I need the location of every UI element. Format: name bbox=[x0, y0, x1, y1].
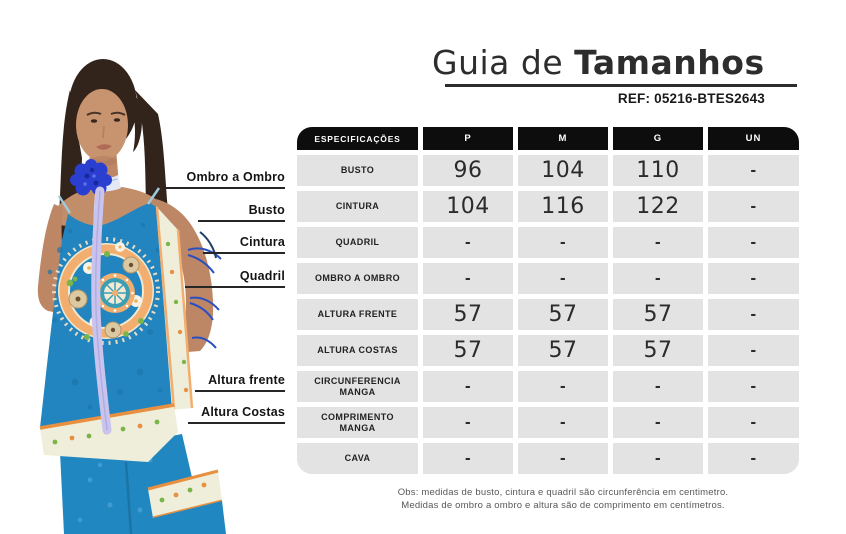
column-header-un: UN bbox=[708, 127, 799, 150]
ref-code: 05216-BTES2643 bbox=[654, 91, 765, 106]
ref-line: REF: 05216-BTES2643 bbox=[445, 91, 765, 106]
value-cell-m: - bbox=[518, 263, 608, 294]
value-cell-g: 57 bbox=[613, 335, 703, 366]
note-line-2: Medidas de ombro a ombro e altura são de… bbox=[401, 499, 725, 511]
value-cell-g: 57 bbox=[613, 299, 703, 330]
notes: Obs: medidas de busto, cintura e quadril… bbox=[320, 487, 806, 512]
value-cell-g: - bbox=[613, 263, 703, 294]
value-cell-m: 57 bbox=[518, 335, 608, 366]
spec-cell: ALTURA FRENTE bbox=[297, 299, 418, 330]
size-table-row: COMPRIMENTO MANGA - - - - bbox=[297, 407, 799, 438]
callout-busto: Busto bbox=[198, 203, 285, 222]
callout-quadril: Quadril bbox=[185, 269, 285, 288]
size-table-row: CIRCUNFERENCIA MANGA - - - - bbox=[297, 371, 799, 402]
value-cell-p: 96 bbox=[423, 155, 513, 186]
value-cell-p: 104 bbox=[423, 191, 513, 222]
column-header-g: G bbox=[613, 127, 703, 150]
callout-altura-costas: Altura Costas bbox=[188, 405, 285, 424]
size-table-row: OMBRO A OMBRO - - - - bbox=[297, 263, 799, 294]
value-cell-un: - bbox=[708, 227, 799, 258]
value-cell-m: - bbox=[518, 371, 608, 402]
size-table-row: CINTURA 104 116 122 - bbox=[297, 191, 799, 222]
spec-cell: BUSTO bbox=[297, 155, 418, 186]
value-cell-un: - bbox=[708, 191, 799, 222]
value-cell-m: - bbox=[518, 227, 608, 258]
flower-brooch bbox=[70, 159, 112, 196]
model-pants bbox=[60, 434, 226, 534]
size-table-row: ALTURA COSTAS 57 57 57 - bbox=[297, 335, 799, 366]
hanging-ribbons bbox=[91, 186, 112, 435]
spec-cell: OMBRO A OMBRO bbox=[297, 263, 418, 294]
value-cell-p: - bbox=[423, 407, 513, 438]
value-cell-un: - bbox=[708, 263, 799, 294]
value-cell-m: 104 bbox=[518, 155, 608, 186]
value-cell-un: - bbox=[708, 155, 799, 186]
value-cell-g: - bbox=[613, 407, 703, 438]
value-cell-p: - bbox=[423, 263, 513, 294]
value-cell-un: - bbox=[708, 335, 799, 366]
spec-cell: CIRCUNFERENCIA MANGA bbox=[297, 371, 418, 402]
page-title: Guia de Tamanhos bbox=[432, 44, 802, 82]
title-underline bbox=[445, 84, 797, 87]
spec-cell: ALTURA COSTAS bbox=[297, 335, 418, 366]
spec-cell: CINTURA bbox=[297, 191, 418, 222]
value-cell-g: 110 bbox=[613, 155, 703, 186]
model-photo bbox=[37, 59, 226, 534]
spec-cell: CAVA bbox=[297, 443, 418, 474]
value-cell-un: - bbox=[708, 371, 799, 402]
value-cell-m: 57 bbox=[518, 299, 608, 330]
spec-cell: QUADRIL bbox=[297, 227, 418, 258]
column-header-p: P bbox=[423, 127, 513, 150]
value-cell-m: - bbox=[518, 443, 608, 474]
column-header-m: M bbox=[518, 127, 608, 150]
value-cell-p: - bbox=[423, 443, 513, 474]
value-cell-p: 57 bbox=[423, 335, 513, 366]
value-cell-un: - bbox=[708, 443, 799, 474]
value-cell-un: - bbox=[708, 299, 799, 330]
size-table-row: ALTURA FRENTE 57 57 57 - bbox=[297, 299, 799, 330]
ref-label: REF: bbox=[617, 91, 651, 106]
note-line-1: Obs: medidas de busto, cintura e quadril… bbox=[397, 487, 729, 498]
value-cell-g: - bbox=[613, 443, 703, 474]
model-face bbox=[67, 89, 143, 166]
value-cell-p: 57 bbox=[423, 299, 513, 330]
spec-cell: COMPRIMENTO MANGA bbox=[297, 407, 418, 438]
size-table-row: QUADRIL - - - - bbox=[297, 227, 799, 258]
value-cell-m: - bbox=[518, 407, 608, 438]
callout-altura-frente: Altura frente bbox=[195, 373, 285, 392]
value-cell-p: - bbox=[423, 371, 513, 402]
page-title-bold: Tamanhos bbox=[574, 43, 765, 82]
size-table-row: BUSTO 96 104 110 - bbox=[297, 155, 799, 186]
size-table-row: CAVA - - - - bbox=[297, 443, 799, 474]
value-cell-p: - bbox=[423, 227, 513, 258]
callout-cintura: Cintura bbox=[203, 235, 285, 254]
value-cell-g: - bbox=[613, 371, 703, 402]
size-table: ESPECIFICAÇÕES P M G UN BUSTO 96 104 110… bbox=[297, 127, 799, 474]
size-table-header-row: ESPECIFICAÇÕES P M G UN bbox=[297, 127, 799, 150]
value-cell-m: 116 bbox=[518, 191, 608, 222]
column-header-especificacoes: ESPECIFICAÇÕES bbox=[297, 127, 418, 150]
side-tie-strings bbox=[187, 231, 222, 349]
page-title-light: Guia de bbox=[432, 43, 564, 82]
value-cell-g: 122 bbox=[613, 191, 703, 222]
value-cell-un: - bbox=[708, 407, 799, 438]
callout-ombro-a-ombro: Ombro a Ombro bbox=[165, 170, 285, 189]
value-cell-g: - bbox=[613, 227, 703, 258]
